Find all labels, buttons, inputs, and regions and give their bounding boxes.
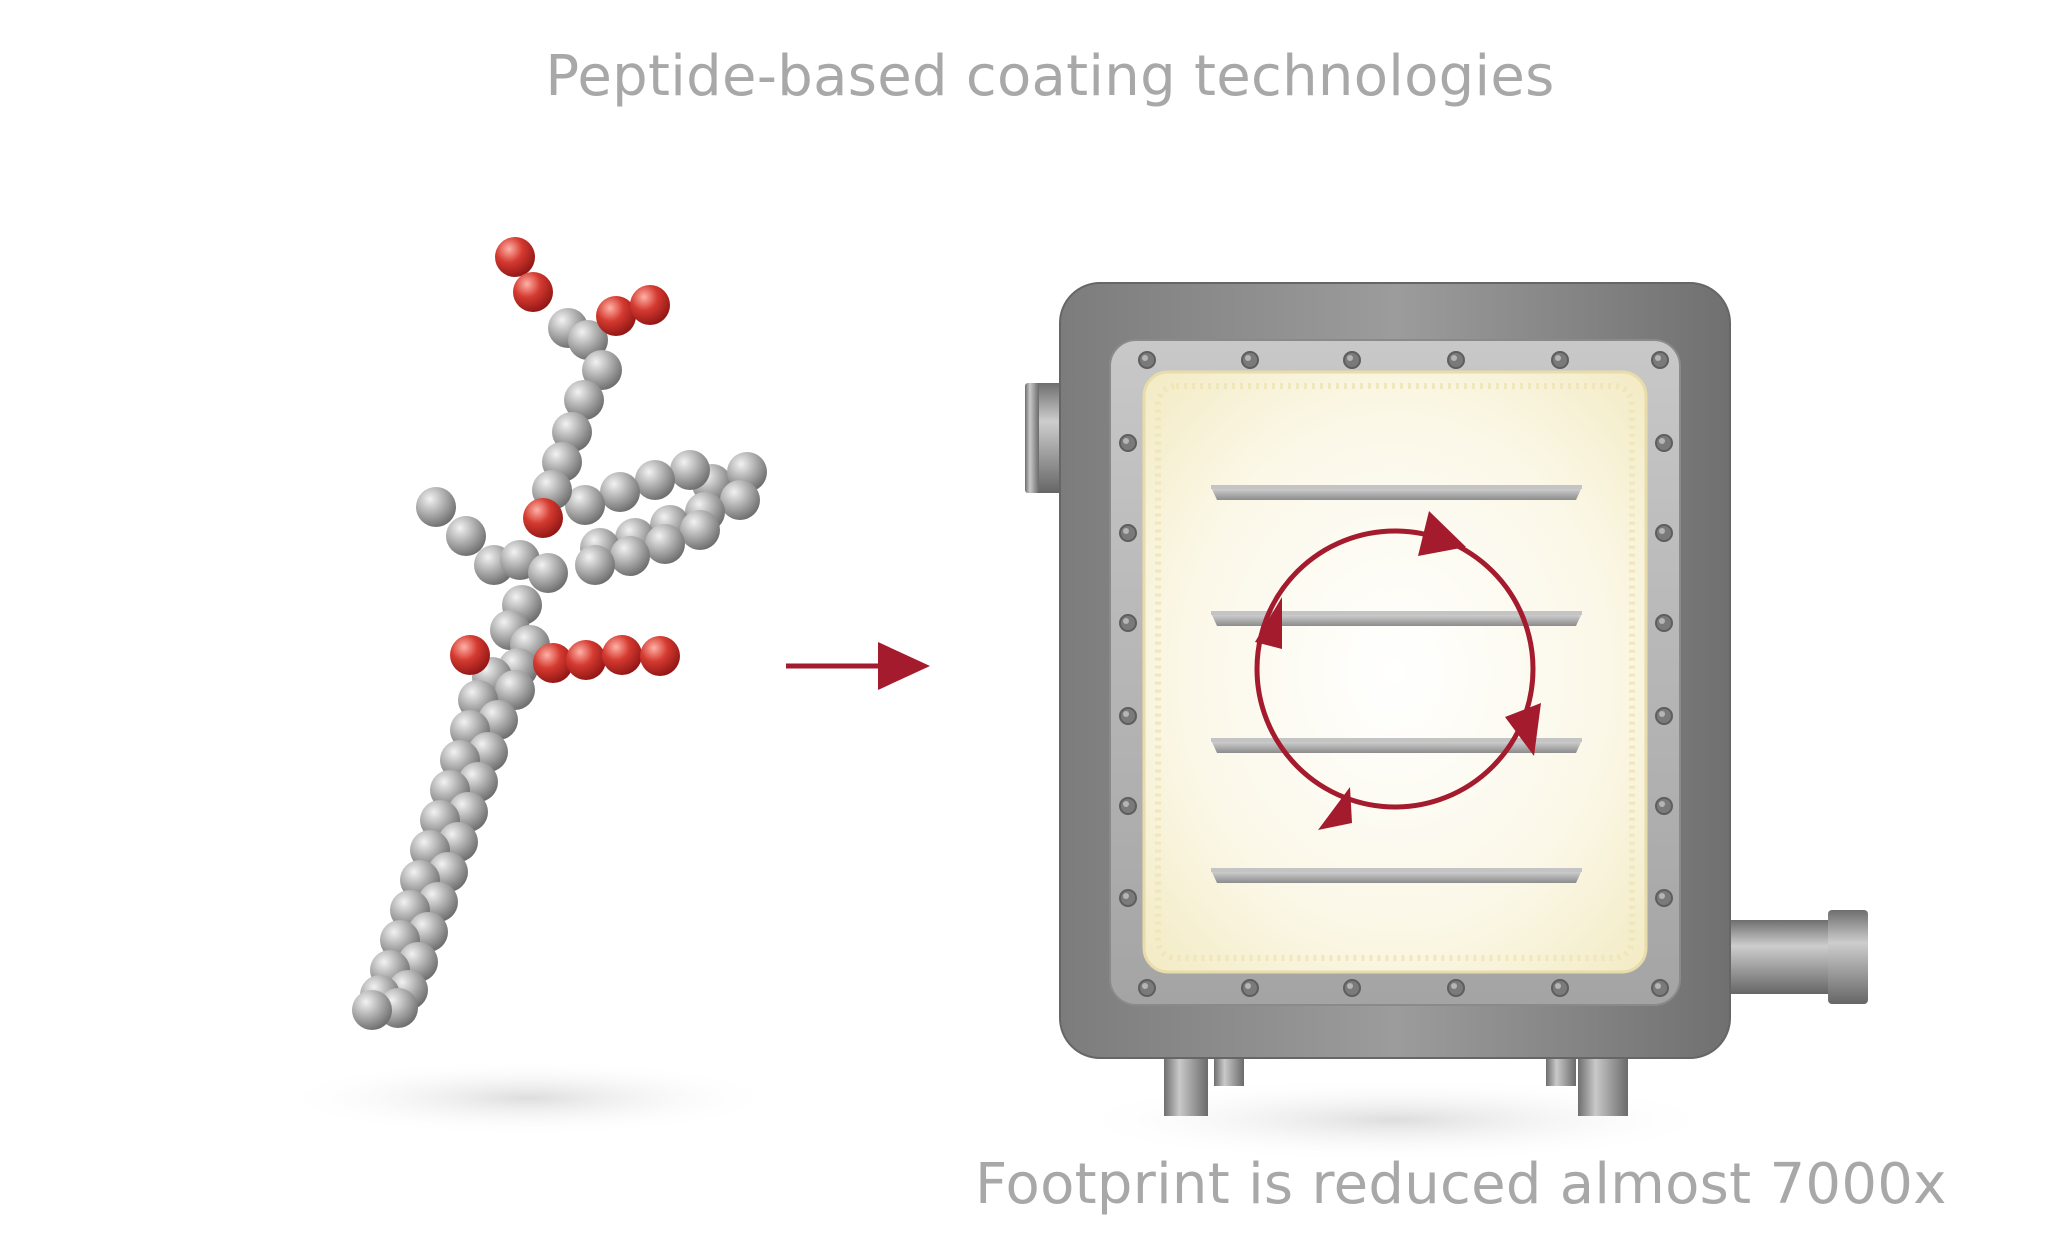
bolt-highlight — [1659, 528, 1665, 534]
circular-arrows-icon — [1254, 511, 1541, 830]
bolt-highlight — [1659, 801, 1665, 807]
gray-atom — [635, 460, 675, 500]
bolt-highlight — [1347, 355, 1353, 361]
red-atom — [495, 237, 535, 277]
gray-atom — [352, 990, 392, 1030]
bolt-highlight — [1142, 983, 1148, 989]
shelf-1 — [1211, 485, 1582, 500]
chamber-shelves — [1211, 485, 1582, 883]
bolt-highlight — [1655, 983, 1661, 989]
red-atom — [566, 640, 606, 680]
chamber-shadow — [1065, 1078, 1725, 1162]
gray-atom — [670, 450, 710, 490]
bolt-highlight — [1347, 983, 1353, 989]
bolt-highlight — [1123, 711, 1129, 717]
bolt-highlight — [1123, 528, 1129, 534]
gray-atom — [680, 510, 720, 550]
molecule-atoms — [352, 237, 767, 1030]
bolt-highlight — [1659, 711, 1665, 717]
shelf-4 — [1211, 868, 1582, 883]
bolt-highlight — [1555, 983, 1561, 989]
gray-atom — [528, 553, 568, 593]
bolt-highlight — [1659, 438, 1665, 444]
right-pipe — [1720, 910, 1868, 1004]
red-atom — [596, 296, 636, 336]
gray-atom — [600, 472, 640, 512]
shelf-3 — [1211, 738, 1582, 753]
bolt-highlight — [1245, 983, 1251, 989]
bolt-highlight — [1655, 355, 1661, 361]
gray-atom — [446, 516, 486, 556]
gray-atom — [565, 485, 605, 525]
gray-atom — [564, 380, 604, 420]
gray-atom — [610, 536, 650, 576]
red-atom — [602, 635, 642, 675]
bolt-highlight — [1451, 355, 1457, 361]
peptide-molecule-icon — [278, 237, 778, 1136]
chamber-interior — [1142, 370, 1648, 974]
bolt-highlight — [1123, 893, 1129, 899]
diagram-title: Peptide-based coating technologies — [545, 44, 1555, 109]
gray-atom — [720, 480, 760, 520]
red-atom — [533, 643, 573, 683]
molecule-shadow — [278, 1060, 778, 1136]
right-arrow-icon — [786, 642, 930, 690]
gray-atom — [568, 320, 608, 360]
bolt-highlight — [1659, 893, 1665, 899]
red-atom — [513, 272, 553, 312]
chamber-bolts — [1119, 351, 1673, 997]
shelf-2 — [1211, 611, 1582, 626]
cycle-arrowhead-top — [1418, 511, 1466, 556]
bolt-highlight — [1123, 618, 1129, 624]
cycle-arrowhead-left — [1255, 597, 1282, 649]
gray-atom — [495, 670, 535, 710]
red-atom — [523, 498, 563, 538]
bolt-highlight — [1123, 801, 1129, 807]
cycle-arrowhead-bottom — [1318, 787, 1352, 830]
diagram-caption: Footprint is reduced almost 7000x — [975, 1152, 1947, 1217]
bolt-highlight — [1451, 983, 1457, 989]
red-atom — [450, 635, 490, 675]
bolt-highlight — [1123, 438, 1129, 444]
bolt-highlight — [1142, 355, 1148, 361]
gray-atom — [582, 350, 622, 390]
gray-atom — [575, 545, 615, 585]
red-atom — [640, 636, 680, 676]
bolt-highlight — [1659, 618, 1665, 624]
bolt-highlight — [1245, 355, 1251, 361]
coating-chamber-icon — [1025, 282, 1868, 1162]
cycle-arrowhead-right — [1505, 703, 1541, 756]
gray-atom — [416, 487, 456, 527]
bolt-highlight — [1555, 355, 1561, 361]
gray-atom — [645, 524, 685, 564]
red-atom — [630, 285, 670, 325]
